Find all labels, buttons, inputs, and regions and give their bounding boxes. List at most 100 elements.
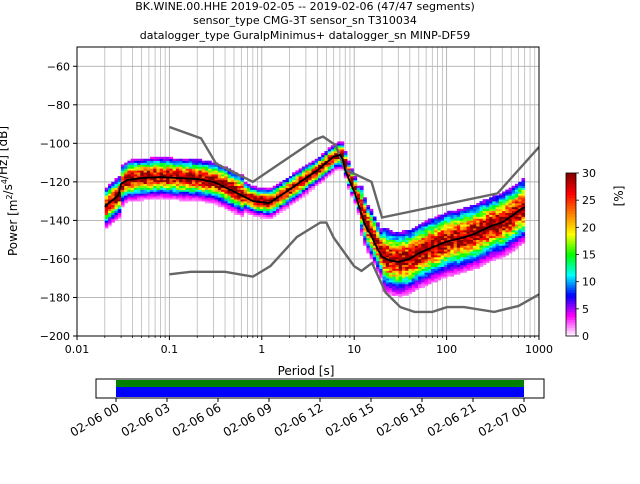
heatmap-cell — [476, 239, 480, 242]
y-tick-label: −80 — [47, 99, 70, 112]
heatmap-cell — [485, 224, 490, 227]
heatmap-cell — [369, 214, 374, 217]
heatmap-cell — [366, 212, 371, 215]
heatmap-cell — [340, 149, 345, 152]
heatmap-cell — [518, 216, 522, 219]
heatmap-cell — [340, 166, 345, 169]
heatmap-cell — [469, 206, 474, 210]
heatmap-cell — [431, 241, 435, 244]
heatmap-cell — [182, 174, 186, 177]
heatmap-cell — [476, 253, 480, 256]
heatmap-cell — [502, 212, 506, 215]
heatmap-cell — [114, 193, 119, 196]
heatmap-cell — [243, 181, 248, 185]
heatmap-cell — [327, 147, 332, 150]
heatmap-cell — [505, 212, 509, 215]
heatmap-cell — [424, 270, 429, 273]
heatmap-cell — [120, 195, 125, 198]
heatmap-cell — [460, 257, 464, 260]
heatmap-cell — [511, 231, 516, 235]
heatmap-cell — [379, 260, 383, 264]
heatmap-cell — [495, 214, 500, 217]
heatmap-cell — [476, 214, 480, 217]
heatmap-cell — [285, 201, 290, 204]
heatmap-cell — [282, 199, 287, 202]
heatmap-cell — [372, 245, 377, 248]
heatmap-cell — [208, 176, 212, 179]
heatmap-cell — [395, 289, 400, 292]
heatmap-cell — [204, 187, 209, 190]
heatmap-cell — [460, 222, 464, 225]
heatmap-cell — [188, 199, 193, 202]
heatmap-cell — [515, 187, 519, 190]
heatmap-cell — [150, 195, 154, 198]
heatmap-cell — [401, 249, 406, 252]
heatmap-cell — [518, 233, 522, 237]
heatmap-cell — [275, 189, 280, 192]
heatmap-cell — [295, 193, 299, 196]
heatmap-cell — [143, 158, 148, 161]
heatmap-cell — [298, 193, 303, 196]
heatmap-cell — [392, 239, 396, 242]
heatmap-cell — [292, 201, 296, 204]
heatmap-cell — [473, 208, 477, 212]
heatmap-cell — [175, 189, 180, 192]
heatmap-cell — [146, 197, 151, 200]
heatmap-cell — [366, 208, 371, 212]
heatmap-cell — [114, 178, 119, 181]
heatmap-cell — [162, 181, 167, 185]
heatmap-cell — [476, 264, 480, 267]
heatmap-cell — [382, 272, 387, 275]
heatmap-cell — [431, 249, 435, 252]
heatmap-cell — [272, 185, 277, 188]
heatmap-cell — [469, 230, 474, 233]
heatmap-cell — [321, 172, 325, 175]
heatmap-cell — [182, 185, 186, 188]
heatmap-cell — [466, 216, 471, 219]
heatmap-cell — [230, 208, 235, 212]
heatmap-cell — [460, 262, 464, 266]
heatmap-cell — [447, 257, 451, 260]
heatmap-cell — [188, 176, 193, 179]
heatmap-cell — [489, 214, 493, 217]
heatmap-cell — [434, 274, 438, 277]
heatmap-cell — [482, 226, 487, 229]
heatmap-cell — [337, 149, 341, 152]
heatmap-cell — [117, 208, 122, 212]
heatmap-cell — [469, 245, 474, 248]
heatmap-cell — [424, 233, 429, 237]
heatmap-cell — [156, 195, 161, 198]
heatmap-cell — [395, 243, 400, 246]
heatmap-cell — [279, 183, 283, 187]
heatmap-cell — [447, 210, 451, 213]
heatmap-cell — [456, 216, 461, 219]
heatmap-cell — [369, 212, 374, 215]
heatmap-cell — [411, 289, 416, 292]
heatmap-cell — [405, 266, 409, 269]
heatmap-cell — [108, 203, 112, 206]
heatmap-cell — [143, 168, 148, 171]
heatmap-cell — [463, 237, 467, 240]
heatmap-cell — [146, 191, 151, 194]
heatmap-cell — [311, 179, 316, 183]
heatmap-cell — [334, 168, 338, 171]
heatmap-cell — [314, 172, 319, 175]
heatmap-cell — [495, 206, 500, 210]
heatmap-cell — [182, 158, 186, 161]
heatmap-cell — [263, 214, 267, 217]
heatmap-cell — [489, 197, 493, 200]
heatmap-cell — [172, 185, 177, 188]
heatmap-cell — [427, 280, 432, 283]
heatmap-cell — [411, 253, 416, 256]
heatmap-cell — [204, 178, 209, 181]
heatmap-cell — [385, 289, 390, 292]
heatmap-cell — [424, 272, 429, 275]
heatmap-cell — [366, 218, 371, 221]
heatmap-cell — [137, 160, 141, 163]
heatmap-cell — [124, 201, 128, 204]
heatmap-cell — [340, 154, 345, 158]
heatmap-cell — [111, 212, 115, 215]
heatmap-cell — [414, 268, 419, 271]
heatmap-cell — [469, 247, 474, 250]
heatmap-cell — [369, 245, 374, 248]
